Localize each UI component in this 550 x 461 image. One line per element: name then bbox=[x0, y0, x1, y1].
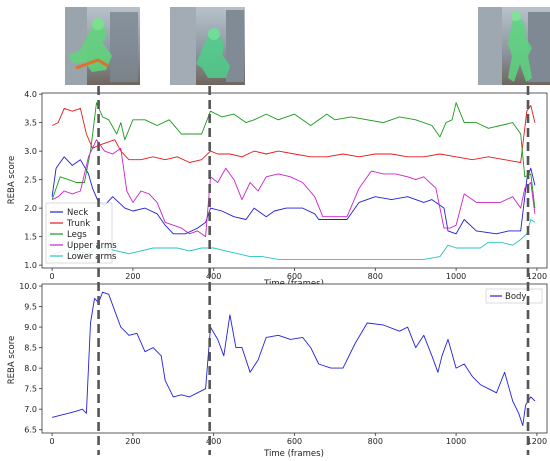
top-ytick-label: 1.0 bbox=[24, 261, 37, 270]
event-markers bbox=[97, 86, 530, 455]
bottom-ytick-label: 8.0 bbox=[24, 364, 37, 373]
top-xtick-label: 400 bbox=[206, 272, 221, 281]
top-ytick-label: 2.5 bbox=[24, 176, 37, 185]
series-line-lower-arms bbox=[51, 219, 536, 260]
bottom-series bbox=[51, 291, 536, 427]
top-ticks: 0 200 400 600 800 1000 1200 1.0 1.5 2.0 2.5 3.0 3.5 4… bbox=[24, 90, 547, 281]
top-ylabel: REBA score bbox=[7, 156, 17, 204]
legend-label-neck: Neck bbox=[67, 208, 88, 218]
series-line-upper-arms bbox=[51, 139, 536, 238]
thumbnail-kneeling-reach bbox=[65, 7, 140, 85]
bottom-ytick-label: 8.5 bbox=[24, 344, 37, 353]
top-xtick-label: 200 bbox=[125, 272, 140, 281]
chart-top: 0 200 400 600 800 1000 1200 1.0 1.5 2.0 2.5 3.0 3.5 4… bbox=[7, 90, 548, 289]
legend-label-upper-arms: Upper arms bbox=[67, 241, 117, 251]
legend-label-lower-arms: Lower arms bbox=[67, 252, 117, 262]
bottom-ytick-label: 7.5 bbox=[24, 385, 37, 394]
top-ytick-label: 3.5 bbox=[24, 119, 37, 128]
bottom-xtick-label: 1000 bbox=[446, 437, 466, 446]
bottom-ytick-label: 7.0 bbox=[24, 405, 37, 414]
thumbnail-walking bbox=[478, 7, 550, 85]
top-xtick-label: 0 bbox=[50, 272, 55, 281]
top-ytick-label: 4.0 bbox=[24, 90, 37, 99]
bottom-xtick-label: 600 bbox=[287, 437, 302, 446]
bottom-xtick-label: 200 bbox=[125, 437, 140, 446]
top-xtick-label: 800 bbox=[368, 272, 383, 281]
bottom-ytick-label: 10.0 bbox=[19, 282, 37, 291]
top-xtick-label: 600 bbox=[287, 272, 302, 281]
bottom-xtick-label: 1200 bbox=[527, 437, 547, 446]
bottom-ytick-label: 9.0 bbox=[24, 323, 37, 332]
legend-label-trunk: Trunk bbox=[66, 219, 90, 229]
legend-label-legs: Legs bbox=[67, 230, 87, 240]
plot-area-bottom bbox=[41, 283, 548, 434]
bottom-ticks: 0 200 400 600 800 1000 1200 6.5 7.0 7.5 8.0 8.5 9.0 9… bbox=[19, 282, 547, 446]
top-ytick-label: 2.0 bbox=[24, 204, 37, 213]
bottom-xtick-label: 800 bbox=[368, 437, 383, 446]
series-line-body bbox=[51, 291, 536, 427]
bottom-xtick-label: 0 bbox=[50, 437, 55, 446]
top-legend: Neck Trunk Legs Upper arms Lower arms bbox=[45, 202, 117, 264]
bottom-xtick-label: 400 bbox=[206, 437, 221, 446]
plot-area-top bbox=[41, 92, 548, 269]
bottom-xlabel: Time (frames) bbox=[263, 449, 324, 459]
top-ytick-label: 1.5 bbox=[24, 233, 37, 242]
bottom-ylabel: REBA score bbox=[7, 336, 17, 384]
top-ytick-label: 3.0 bbox=[24, 147, 37, 156]
top-xtick-label: 1200 bbox=[527, 272, 547, 281]
series-line-legs bbox=[51, 102, 536, 209]
bottom-ytick-label: 6.5 bbox=[24, 426, 37, 435]
bottom-legend: Body bbox=[485, 288, 543, 304]
thumbnail-squat bbox=[170, 7, 245, 85]
legend-label-body: Body bbox=[505, 292, 526, 302]
chart-bottom: 0 200 400 600 800 1000 1200 6.5 7.0 7.5 8.0 8.5 9.0 9… bbox=[7, 282, 548, 459]
top-xtick-label: 1000 bbox=[446, 272, 466, 281]
top-legend-box bbox=[45, 202, 113, 264]
bottom-ytick-label: 9.5 bbox=[24, 303, 37, 312]
